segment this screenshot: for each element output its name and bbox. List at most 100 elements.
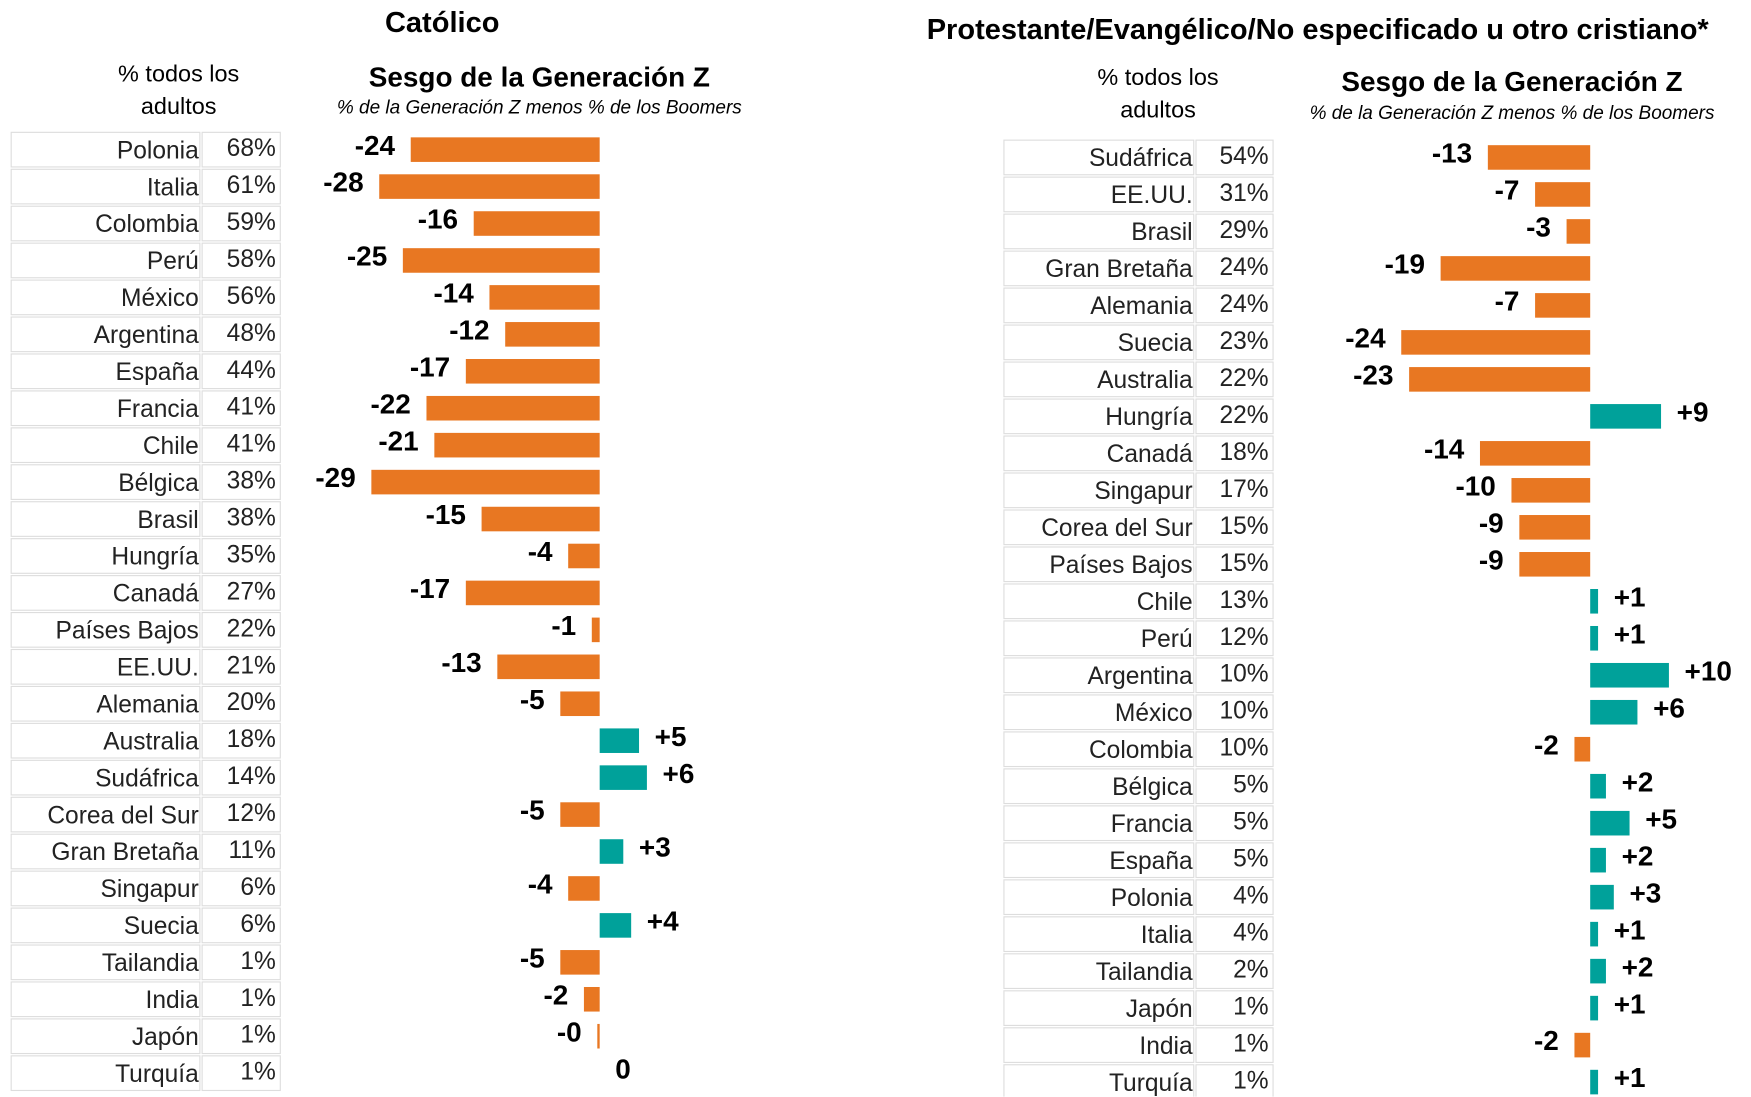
bar	[1574, 736, 1591, 762]
value-label: -14	[433, 278, 474, 309]
country-cell	[1003, 916, 1195, 953]
share-cell	[1195, 435, 1274, 472]
bar	[1590, 773, 1606, 799]
country-label: Turquía	[115, 1061, 199, 1088]
adults-share: 59%	[227, 209, 276, 236]
adults-share: 2%	[1233, 957, 1268, 984]
bar	[1409, 367, 1591, 392]
bar	[599, 839, 624, 864]
share-cell	[201, 353, 281, 390]
value-label: -28	[323, 167, 363, 198]
country-label: Brasil	[137, 507, 198, 534]
country-label: Gran Bretaña	[51, 839, 199, 866]
column-header: % todos los adultos	[118, 61, 240, 120]
share-cell	[1195, 361, 1274, 398]
share-cell	[1195, 916, 1274, 953]
country-cell	[10, 1055, 201, 1092]
share-cell	[201, 279, 281, 316]
country-cell	[10, 168, 201, 205]
country-label: Francia	[117, 396, 199, 423]
share-cell	[1195, 1064, 1274, 1097]
value-label: -19	[1385, 249, 1425, 280]
bar	[465, 580, 600, 606]
adults-share: 1%	[240, 1022, 275, 1049]
adults-share: 5%	[1233, 846, 1268, 873]
country-label: Turquía	[1109, 1070, 1193, 1097]
adults-share: 58%	[227, 246, 276, 273]
value-label: -2	[1534, 1025, 1559, 1056]
country-label: India	[1139, 1033, 1193, 1060]
share-cell	[1195, 1027, 1274, 1063]
bar	[1519, 552, 1591, 577]
country-label: Hungría	[1105, 404, 1193, 431]
share-cell	[201, 575, 281, 611]
bar	[599, 913, 632, 938]
country-cell	[10, 722, 201, 759]
country-label: Alemania	[96, 691, 199, 718]
bar	[473, 211, 600, 236]
country-label: Italia	[1141, 922, 1193, 949]
country-label: Argentina	[94, 322, 199, 349]
country-cell	[1003, 213, 1195, 250]
country-label: EE.UU.	[117, 655, 199, 682]
country-cell	[10, 242, 201, 279]
country-cell	[10, 981, 201, 1018]
bar	[560, 950, 600, 975]
country-label: Bélgica	[118, 470, 199, 497]
bar	[1590, 995, 1599, 1021]
country-label: España	[1109, 848, 1193, 875]
bar	[599, 765, 647, 790]
value-label: -2	[1534, 729, 1559, 760]
country-cell	[1003, 583, 1195, 620]
value-label: -3	[1526, 212, 1551, 243]
adults-share: 38%	[227, 468, 276, 495]
bar	[568, 543, 600, 569]
value-label: +1	[1614, 618, 1646, 649]
bar	[1590, 662, 1669, 688]
bar	[505, 322, 600, 347]
country-label: Sudáfrica	[1089, 145, 1193, 172]
value-label: +2	[1622, 951, 1654, 982]
value-label: 0	[615, 1053, 631, 1084]
adults-share: 31%	[1219, 180, 1268, 207]
bar	[371, 469, 600, 495]
value-label: +4	[647, 906, 679, 937]
value-label: +3	[639, 832, 671, 863]
value-label: +3	[1629, 877, 1661, 908]
country-cell	[10, 685, 201, 722]
bar	[599, 728, 640, 753]
country-cell	[1003, 1064, 1195, 1097]
value-label: -5	[520, 942, 545, 973]
share-cell	[201, 796, 281, 833]
value-label: -0	[557, 1016, 582, 1047]
share-cell	[201, 464, 281, 500]
subtitle: Sesgo de la Generación Z	[1341, 66, 1682, 97]
country-cell	[1003, 657, 1195, 694]
country-label: Japón	[132, 1024, 199, 1051]
country-cell	[10, 131, 201, 168]
bar	[591, 617, 600, 643]
value-label: -24	[355, 130, 396, 161]
bar	[1511, 478, 1591, 503]
value-label: -5	[520, 684, 545, 715]
value-label: -13	[1432, 138, 1472, 169]
value-label: +1	[1614, 914, 1646, 945]
country-cell	[10, 648, 201, 685]
bar	[1590, 404, 1662, 429]
share-cell	[1195, 583, 1274, 620]
country-cell	[10, 538, 201, 574]
country-cell	[10, 612, 201, 648]
bar	[1590, 847, 1606, 873]
share-cell	[201, 722, 281, 759]
country-label: EE.UU.	[1111, 182, 1193, 209]
country-cell	[10, 1018, 201, 1055]
value-label: -5	[520, 795, 545, 826]
country-label: Singapur	[1094, 478, 1192, 505]
share-cell	[1195, 250, 1274, 287]
country-cell	[1003, 953, 1195, 990]
value-label: -25	[347, 241, 387, 272]
value-label: +2	[1622, 840, 1654, 871]
